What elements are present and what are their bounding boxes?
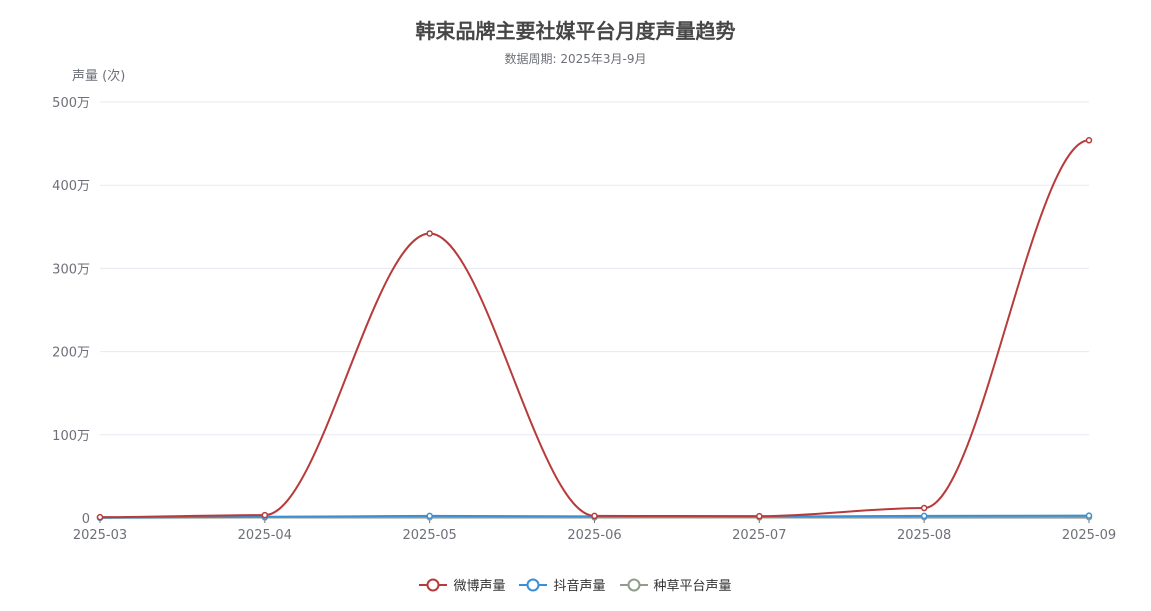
chart-title: 韩束品牌主要社媒平台月度声量趋势 <box>415 19 736 43</box>
legend: 微博声量 抖音声量 种草平台声量 <box>0 575 1151 594</box>
legend-swatch-icon <box>519 578 548 591</box>
y-tick-label: 0 <box>82 512 90 527</box>
legend-swatch-icon <box>419 578 448 591</box>
data-point[interactable] <box>756 512 763 520</box>
grid-lines <box>100 101 1089 436</box>
legend-label: 抖音声量 <box>553 579 606 594</box>
chart-subtitle: 数据周期: 2025年3月-9月 <box>504 52 647 66</box>
x-tick-label: 2025-04 <box>238 528 292 543</box>
x-tick-label: 2025-06 <box>567 528 621 543</box>
legend-item[interactable]: 抖音声量 <box>519 575 606 594</box>
data-point[interactable] <box>920 512 928 520</box>
y-tick-label: 400万 <box>52 179 90 194</box>
series-line[interactable] <box>99 139 1090 519</box>
series-lines <box>96 137 1093 522</box>
y-axis-title: 声量 (次) <box>72 68 125 84</box>
data-point[interactable] <box>1085 512 1093 519</box>
data-point[interactable] <box>591 512 598 520</box>
axes: 0 100万 200万 300万 400万 500万 2025-03 2025-04 2025-… <box>52 96 1116 543</box>
x-tick-label: 2025-09 <box>1062 528 1116 543</box>
x-tick-label: 2025-08 <box>897 528 951 543</box>
data-point[interactable] <box>261 511 269 519</box>
legend-swatch-icon <box>619 578 648 591</box>
legend-label: 微博声量 <box>453 579 506 594</box>
y-tick-label: 100万 <box>52 429 90 444</box>
x-tick-label: 2025-03 <box>73 528 127 543</box>
y-tick-label: 300万 <box>52 262 90 277</box>
data-point[interactable] <box>920 504 928 512</box>
series-group <box>96 137 1093 521</box>
data-point[interactable] <box>96 513 104 521</box>
data-point[interactable] <box>1085 137 1093 144</box>
data-point[interactable] <box>426 512 433 520</box>
y-tick-label: 500万 <box>52 96 90 111</box>
x-tick-label: 2025-07 <box>732 528 786 543</box>
legend-label: 种草平台声量 <box>653 579 732 594</box>
data-point[interactable] <box>426 230 433 237</box>
legend-item[interactable]: 微博声量 <box>419 575 505 594</box>
legend-item[interactable]: 种草平台声量 <box>619 575 732 594</box>
x-tick-label: 2025-05 <box>403 528 457 543</box>
y-tick-label: 200万 <box>52 346 90 361</box>
